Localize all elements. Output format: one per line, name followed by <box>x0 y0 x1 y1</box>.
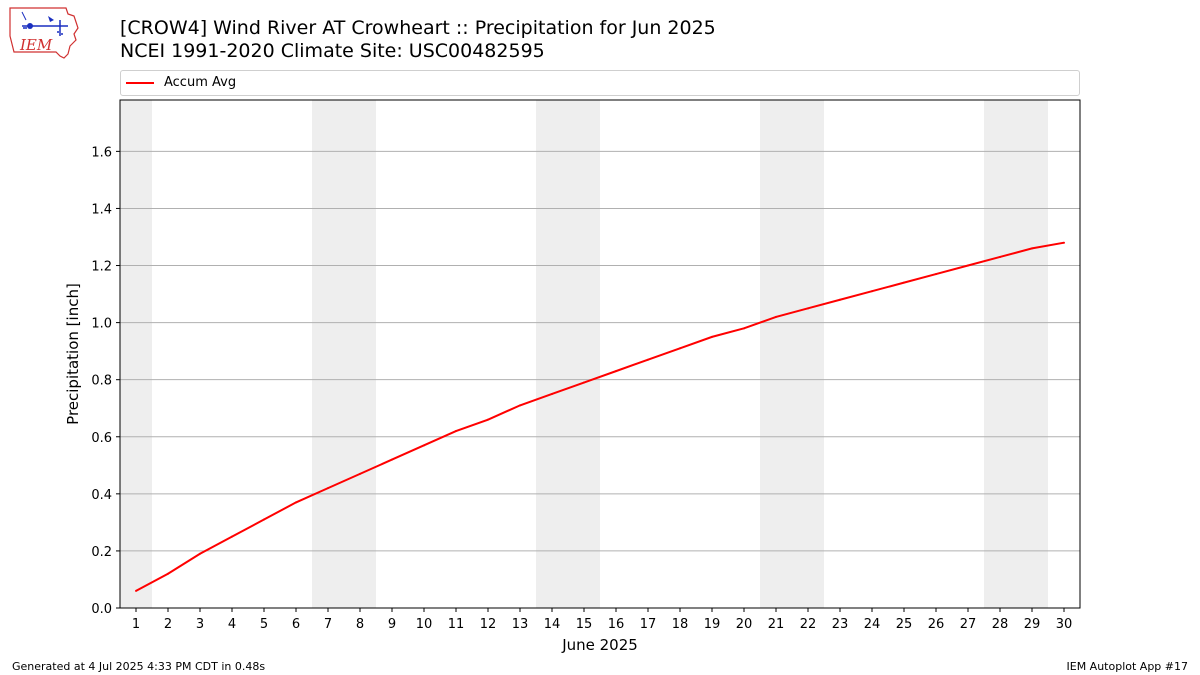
legend-swatch <box>126 82 154 84</box>
weekend-band <box>760 100 824 608</box>
data-point <box>295 501 297 504</box>
data-point <box>1031 247 1033 250</box>
data-point <box>359 472 361 475</box>
weekend-band <box>312 100 376 608</box>
data-point <box>615 370 617 373</box>
data-point <box>199 552 201 555</box>
x-tick-label: 15 <box>576 617 593 632</box>
data-point <box>487 418 489 421</box>
svg-text:IEM: IEM <box>19 36 53 54</box>
x-tick-label: 17 <box>640 617 657 632</box>
weekend-shading <box>120 100 1048 608</box>
y-tick-label: 1.0 <box>91 317 112 332</box>
x-tick-label: 19 <box>704 617 721 632</box>
data-point <box>263 518 265 521</box>
data-point <box>807 307 809 310</box>
x-tick-label: 26 <box>928 617 945 632</box>
data-point <box>935 273 937 276</box>
x-tick-label: 27 <box>960 617 977 632</box>
x-tick-label: 10 <box>416 617 433 632</box>
data-point <box>423 444 425 447</box>
x-tick-label: 5 <box>260 617 268 632</box>
x-tick-label: 13 <box>512 617 529 632</box>
data-point <box>999 255 1001 258</box>
data-point <box>231 535 233 538</box>
series-line-accum-avg <box>135 241 1065 592</box>
iem-logo-icon: IEM <box>9 7 79 59</box>
y-tick-label: 1.6 <box>91 145 112 160</box>
data-point <box>519 404 521 407</box>
data-point <box>967 264 969 267</box>
x-tick-label: 29 <box>1024 617 1041 632</box>
weekend-band <box>536 100 600 608</box>
legend-label: Accum Avg <box>164 75 237 90</box>
data-point <box>455 430 457 433</box>
y-tick-label: 0.8 <box>91 374 112 389</box>
x-tick-label: 18 <box>672 617 689 632</box>
x-tick-label: 23 <box>832 617 849 632</box>
series-lines <box>135 241 1065 592</box>
y-tick-label: 0.2 <box>91 545 112 560</box>
y-tick-label: 0.6 <box>91 431 112 446</box>
y-tick-label: 0.0 <box>91 602 112 617</box>
x-tick-label: 11 <box>448 617 465 632</box>
x-tick-label: 20 <box>736 617 753 632</box>
x-tick-label: 14 <box>544 617 561 632</box>
x-tick-label: 25 <box>896 617 913 632</box>
data-point <box>743 327 745 330</box>
data-point <box>1063 241 1065 244</box>
x-tick-label: 21 <box>768 617 785 632</box>
x-tick-label: 22 <box>800 617 817 632</box>
data-point <box>391 458 393 461</box>
x-tick-label: 4 <box>228 617 236 632</box>
x-tick-label: 6 <box>292 617 300 632</box>
x-tick-label: 1 <box>132 617 140 632</box>
plot-frame <box>119 99 1081 609</box>
data-point <box>871 290 873 293</box>
chart-subtitle: NCEI 1991-2020 Climate Site: USC00482595 <box>120 40 545 62</box>
y-tick-label: 1.2 <box>91 260 112 275</box>
data-point <box>903 281 905 284</box>
data-point <box>711 335 713 338</box>
x-tick-label: 7 <box>324 617 332 632</box>
y-axis-label: Precipitation [inch] <box>64 283 82 425</box>
weekend-band <box>984 100 1048 608</box>
x-axis-label: June 2025 <box>561 636 638 654</box>
chart-title: [CROW4] Wind River AT Crowheart :: Preci… <box>120 17 716 39</box>
data-point <box>647 358 649 361</box>
x-tick-label: 16 <box>608 617 625 632</box>
weekend-band <box>120 100 152 608</box>
x-tick-label: 30 <box>1056 617 1073 632</box>
footer-app: IEM Autoplot App #17 <box>1066 660 1189 673</box>
x-tick-label: 28 <box>992 617 1009 632</box>
data-point <box>775 315 777 318</box>
data-point <box>135 589 137 592</box>
x-tick-label: 2 <box>164 617 172 632</box>
data-point <box>839 298 841 301</box>
legend: Accum Avg <box>120 70 1080 96</box>
x-tick-label: 24 <box>864 617 881 632</box>
data-point <box>167 572 169 575</box>
data-point <box>327 487 329 490</box>
x-tick-label: 3 <box>196 617 204 632</box>
y-tick-label: 1.4 <box>91 202 112 217</box>
x-tick-label: 8 <box>356 617 364 632</box>
data-point <box>551 392 553 395</box>
axis-ticks: 0.00.20.40.60.81.01.21.41.61 2 3 4 5 6 7 8 9 10 11… <box>91 145 1072 632</box>
x-tick-label: 9 <box>388 617 396 632</box>
data-point <box>679 347 681 350</box>
data-point <box>583 381 585 384</box>
y-tick-label: 0.4 <box>91 488 112 503</box>
x-tick-label: 12 <box>480 617 497 632</box>
footer-generated: Generated at 4 Jul 2025 4:33 PM CDT in 0… <box>12 660 266 673</box>
